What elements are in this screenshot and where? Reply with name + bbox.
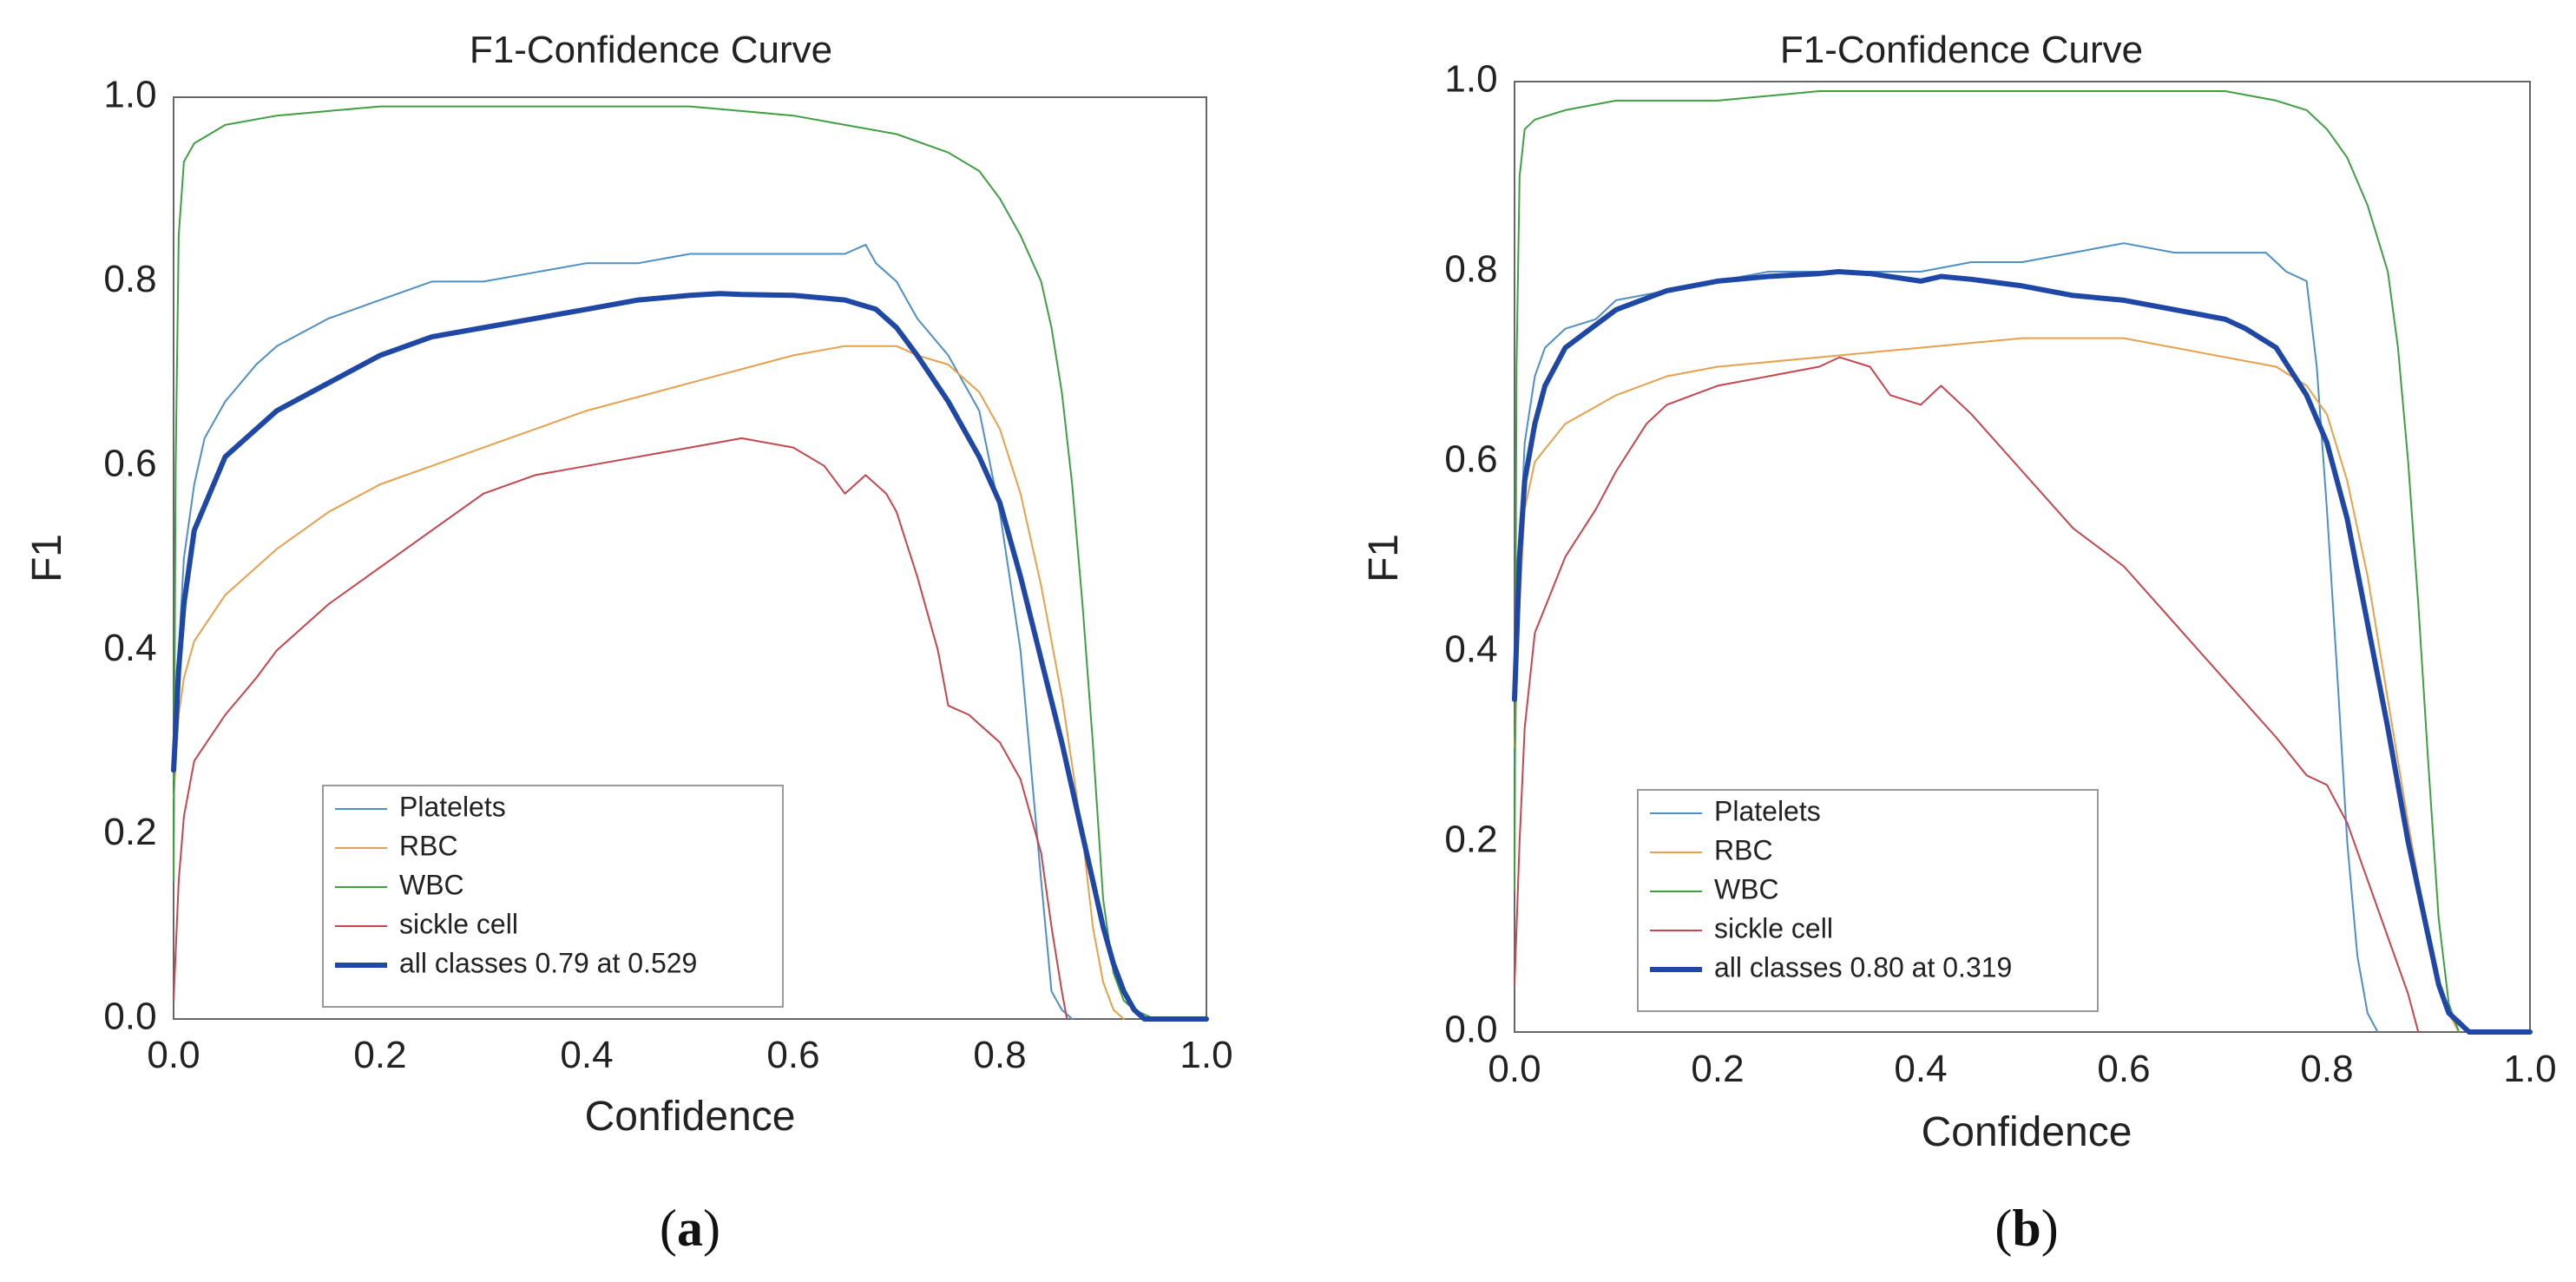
- y-tick-label: 0.2: [1444, 819, 1497, 861]
- x-tick-label: 0.6: [766, 1034, 819, 1076]
- y-tick-label: 0.2: [103, 811, 156, 853]
- x-tick-label: 1.0: [1180, 1034, 1232, 1076]
- chart-title: F1-Confidence Curve: [1780, 29, 2143, 71]
- x-tick-label: 0.4: [560, 1034, 613, 1076]
- series-line-rbc: [1514, 337, 2461, 1033]
- series-line-wbc: [1514, 90, 2461, 1033]
- legend-label: Platelets: [399, 791, 506, 822]
- y-tick-label: 1.0: [1444, 58, 1497, 101]
- series-line-wbc: [173, 105, 1156, 1020]
- legend-label: RBC: [399, 830, 458, 861]
- series-line-sickle-cell: [1514, 356, 2420, 1033]
- y-tick-label: 0.8: [1444, 248, 1497, 291]
- x-tick-label: 0.2: [353, 1034, 406, 1076]
- y-tick-label: 0.0: [103, 996, 156, 1038]
- legend-label: Platelets: [1714, 795, 1821, 826]
- caption-b: (b): [1994, 1200, 2058, 1257]
- caption-open: (: [660, 1200, 677, 1257]
- legend-label: all classes 0.79 at 0.529: [399, 947, 697, 978]
- caption-open: (: [1994, 1200, 2012, 1257]
- y-tick-label: 0.4: [1444, 628, 1497, 671]
- caption-close: ): [2041, 1200, 2059, 1257]
- x-tick-label: 1.0: [2503, 1048, 2556, 1090]
- x-axis-label: Confidence: [1922, 1109, 2132, 1155]
- series-line-platelets: [1514, 242, 2379, 1033]
- legend-label: sickle cell: [399, 908, 518, 939]
- y-tick-label: 1.0: [103, 74, 156, 116]
- legend: Platelets RBC WBC sickle cell all classe…: [322, 785, 784, 1008]
- series-line-rbc: [173, 345, 1125, 1020]
- legend-label: sickle cell: [1714, 912, 1833, 943]
- caption-close: ): [703, 1200, 720, 1257]
- series-line-all-classes-0-80-at-0-319: [1512, 269, 2533, 1035]
- y-axis-label: F1: [1361, 534, 1407, 582]
- y-tick-labels: 0.0 0.2 0.4 0.6 0.8 1.0: [1444, 58, 1497, 1051]
- x-tick-label: 0.0: [1488, 1048, 1541, 1090]
- caption-letter: b: [2012, 1200, 2040, 1257]
- legend-label: WBC: [399, 869, 464, 900]
- x-tick-label: 0.8: [973, 1034, 1026, 1076]
- y-tick-label: 0.6: [1444, 438, 1497, 481]
- x-tick-labels: 0.0 0.2 0.4 0.6 0.8 1.0: [1488, 1048, 2556, 1090]
- x-tick-label: 0.6: [2097, 1048, 2150, 1090]
- y-tick-labels: 0.0 0.2 0.4 0.6 0.8 1.0: [103, 74, 156, 1038]
- x-tick-labels: 0.0 0.2 0.4 0.6 0.8 1.0: [147, 1034, 1232, 1076]
- caption-letter: a: [677, 1200, 703, 1257]
- chart-panel-b: F1-Confidence Curve 0.0 0.2 0.4 0.6 0.8 …: [1361, 29, 2557, 1155]
- y-tick-label: 0.8: [103, 258, 156, 300]
- chart-panel-a: F1-Confidence Curve 0.0 0.2 0.4 0.6 0.8 …: [24, 29, 1233, 1140]
- legend-label: RBC: [1714, 834, 1773, 865]
- x-tick-label: 0.2: [1691, 1048, 1744, 1090]
- legend-label: WBC: [1714, 873, 1779, 904]
- plot-frame: [173, 96, 1207, 1020]
- x-tick-label: 0.4: [1894, 1048, 1947, 1090]
- x-tick-label: 0.8: [2300, 1048, 2353, 1090]
- y-tick-label: 0.4: [103, 627, 156, 669]
- legend-box: [322, 785, 784, 1008]
- legend-label: all classes 0.80 at 0.319: [1714, 951, 2012, 983]
- y-tick-label: 0.0: [1444, 1009, 1497, 1051]
- legend: Platelets RBC WBC sickle cell all classe…: [1637, 789, 2099, 1012]
- y-tick-label: 0.6: [103, 442, 156, 484]
- plot-frame: [1514, 81, 2531, 1033]
- legend-box: [1637, 789, 2099, 1012]
- x-tick-label: 0.0: [147, 1034, 200, 1076]
- series-line-sickle-cell: [173, 437, 1068, 1020]
- y-axis-label: F1: [24, 534, 70, 582]
- caption-a: (a): [660, 1200, 720, 1257]
- chart-title: F1-Confidence Curve: [470, 29, 832, 71]
- series-line-all-classes-0-79-at-0-529: [171, 291, 1209, 1022]
- x-axis-label: Confidence: [585, 1094, 796, 1140]
